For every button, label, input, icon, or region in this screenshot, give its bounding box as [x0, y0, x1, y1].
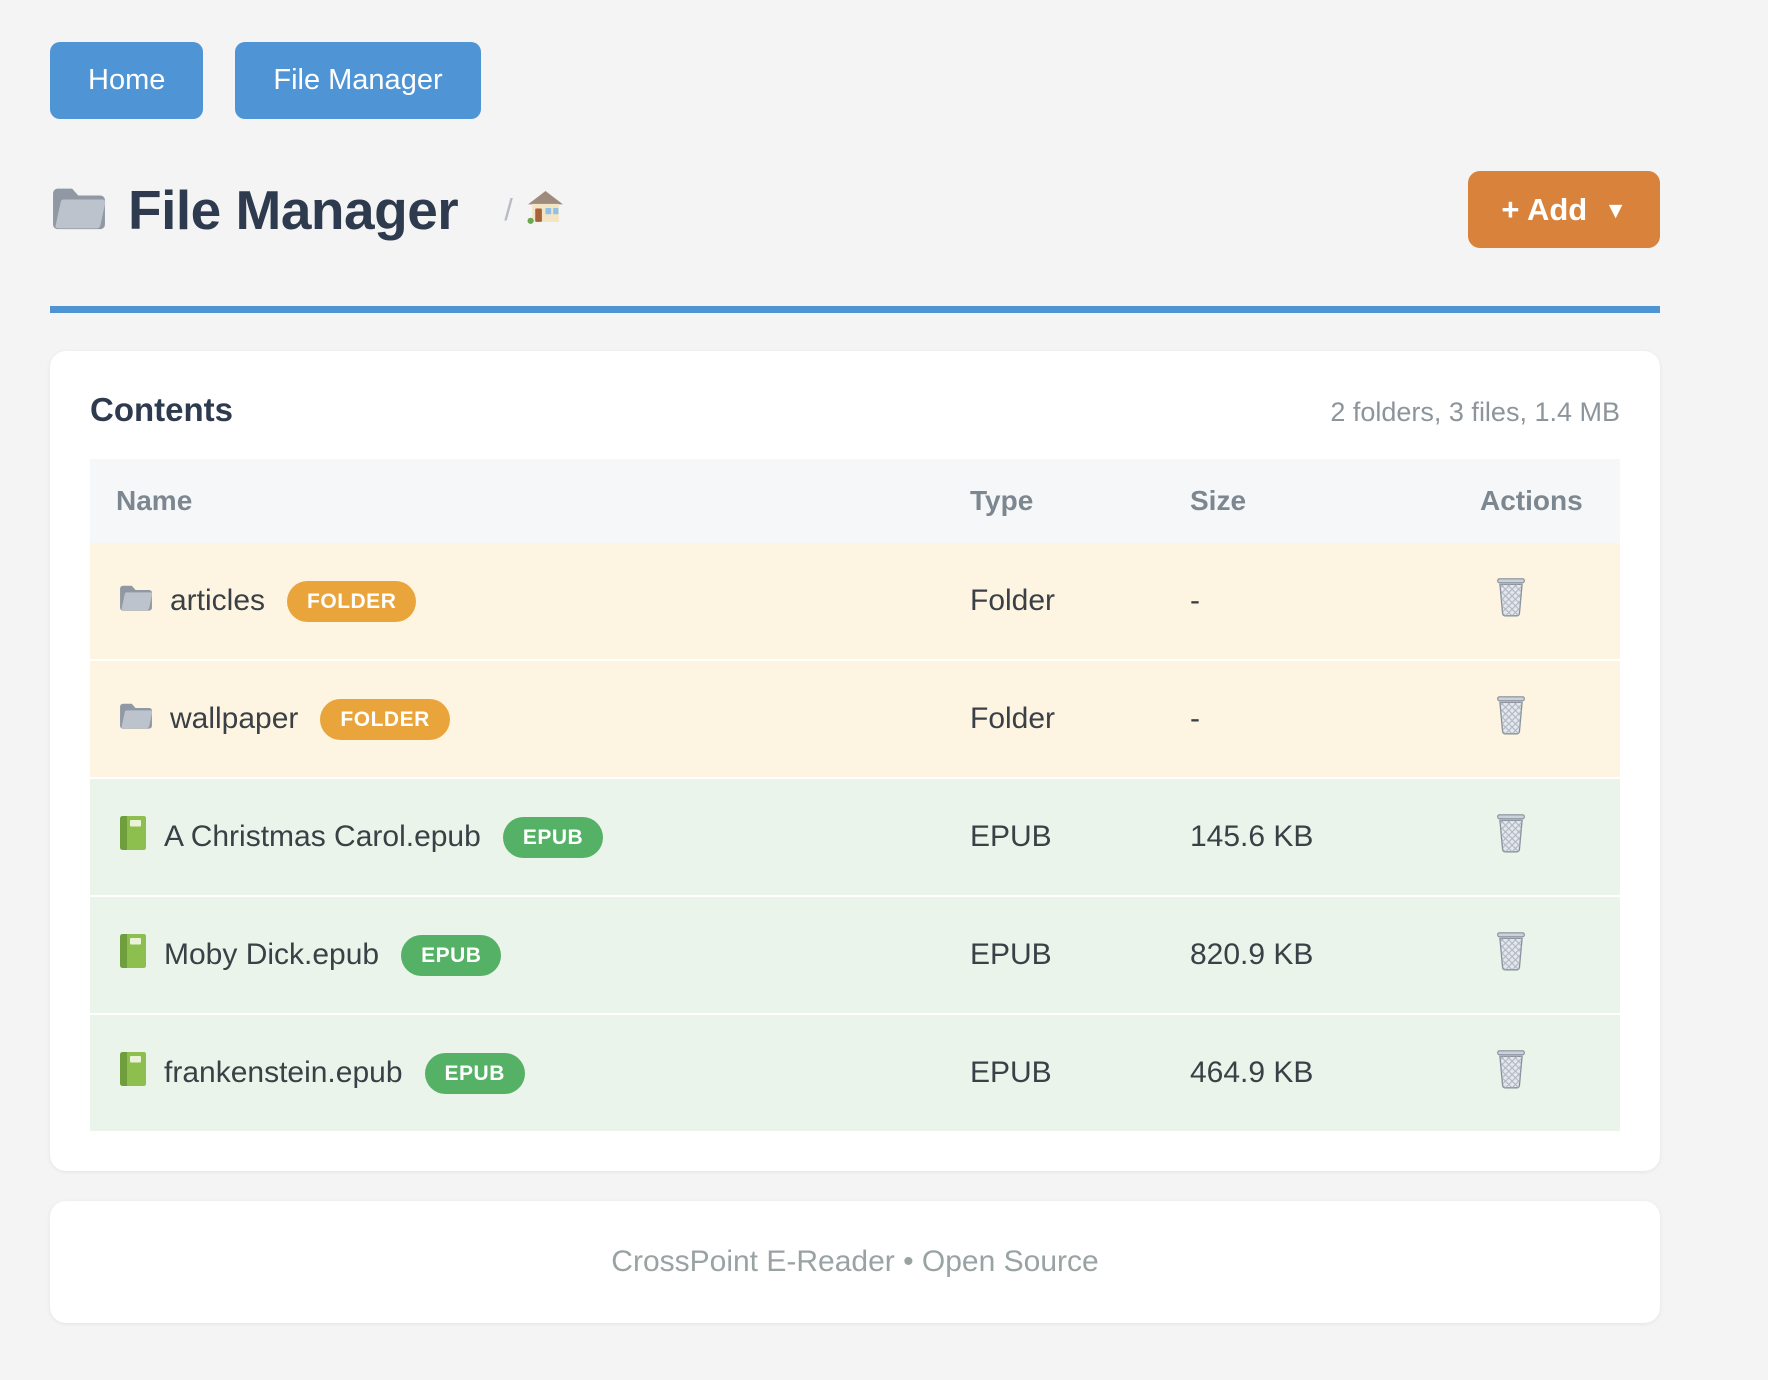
title-group: File Manager /	[50, 178, 564, 242]
nav-button-home[interactable]: Home	[50, 42, 204, 119]
breadcrumb-separator: /	[504, 191, 513, 227]
delete-button[interactable]	[1480, 812, 1530, 854]
epub-badge: EPUB	[502, 816, 604, 858]
row-size: 820.9 KB	[1190, 895, 1480, 1014]
footer-text: CrossPoint E-Reader • Open Source	[611, 1245, 1099, 1278]
table-row: A Christmas Carol.epub EPUB EPUB 145.6 K…	[90, 777, 1620, 896]
row-size: -	[1190, 659, 1480, 778]
table-header-row: Name Type Size Actions	[90, 459, 1620, 543]
row-name[interactable]: Moby Dick.epub	[164, 938, 380, 971]
add-button[interactable]: + Add ▼	[1468, 171, 1660, 248]
row-size: 145.6 KB	[1190, 777, 1480, 896]
nav-button-file-manager[interactable]: File Manager	[235, 42, 481, 119]
top-nav: Home File Manager	[50, 42, 1660, 119]
green-book-icon	[118, 815, 148, 859]
row-name[interactable]: frankenstein.epub	[164, 1056, 403, 1089]
delete-button[interactable]	[1480, 930, 1530, 972]
row-type: Folder	[970, 659, 1190, 778]
row-name[interactable]: wallpaper	[170, 702, 299, 735]
trash-icon	[1492, 694, 1530, 736]
folder-icon	[118, 582, 154, 620]
contents-card-header: Contents 2 folders, 3 files, 1.4 MB	[90, 391, 1620, 429]
trash-icon	[1492, 812, 1530, 854]
table-row: Moby Dick.epub EPUB EPUB 820.9 KB	[90, 895, 1620, 1014]
trash-icon	[1492, 1048, 1530, 1090]
page-title: File Manager	[128, 178, 459, 241]
delete-button[interactable]	[1480, 576, 1530, 618]
folder-badge: FOLDER	[320, 698, 450, 740]
row-size: -	[1190, 584, 1200, 617]
breadcrumb: /	[504, 189, 564, 231]
title-underline	[50, 306, 1660, 313]
trash-icon	[1492, 930, 1530, 972]
column-header-type: Type	[970, 485, 1034, 516]
row-type: EPUB	[970, 1013, 1190, 1131]
row-name[interactable]: articles	[170, 584, 266, 617]
epub-badge: EPUB	[401, 934, 502, 976]
trash-icon	[1492, 576, 1530, 618]
page-header: File Manager / + Add ▼	[50, 171, 1660, 248]
folder-icon	[50, 182, 108, 237]
file-table: Name Type Size Actions	[90, 459, 1620, 1131]
row-type: EPUB	[970, 777, 1190, 896]
green-book-icon	[118, 933, 148, 977]
contents-heading: Contents	[90, 391, 233, 428]
add-button-label: + Add	[1501, 192, 1588, 227]
table-row: wallpaper FOLDER Folder -	[90, 659, 1620, 778]
row-size: 464.9 KB	[1190, 1013, 1480, 1131]
table-row: articles FOLDER Folder -	[90, 543, 1620, 660]
epub-badge: EPUB	[424, 1052, 525, 1094]
green-book-icon	[118, 1051, 148, 1095]
delete-button[interactable]	[1480, 1048, 1530, 1090]
row-name[interactable]: A Christmas Carol.epub	[164, 820, 481, 853]
row-type: EPUB	[970, 895, 1190, 1014]
caret-down-icon: ▼	[1604, 197, 1627, 223]
column-header-actions: Actions	[1480, 485, 1583, 516]
column-header-name: Name	[116, 485, 193, 516]
contents-card: Contents 2 folders, 3 files, 1.4 MB Name…	[50, 351, 1660, 1171]
folder-icon	[118, 700, 154, 738]
page: Home File Manager File Manager /	[50, 0, 1660, 1323]
column-header-size: Size	[1190, 485, 1247, 516]
footer-card: CrossPoint E-Reader • Open Source	[50, 1201, 1660, 1323]
home-icon[interactable]	[527, 189, 564, 231]
row-type: Folder	[970, 584, 1056, 617]
table-row: frankenstein.epub EPUB EPUB 464.9 KB	[90, 1013, 1620, 1131]
contents-summary: 2 folders, 3 files, 1.4 MB	[1330, 397, 1620, 427]
folder-badge: FOLDER	[287, 580, 417, 622]
delete-button[interactable]	[1480, 694, 1530, 736]
